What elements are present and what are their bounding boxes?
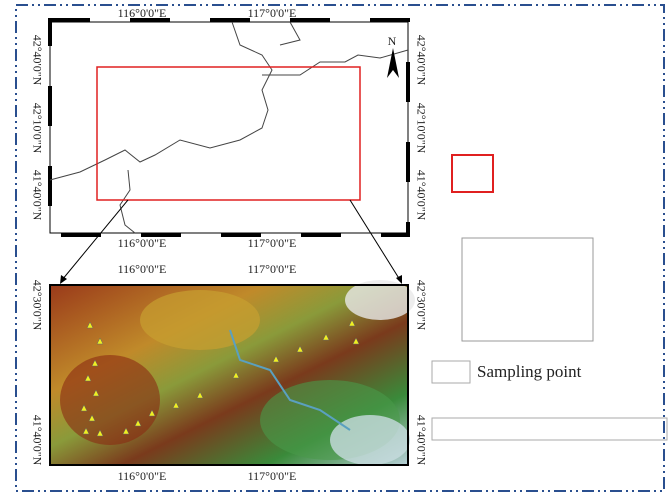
terrain-patch	[330, 415, 410, 465]
arrow-head	[396, 275, 402, 284]
overview-map: N 116°0'0"E 117°0'0"E 116°0'0"E 117°0'0"…	[30, 6, 428, 250]
study-area	[96, 66, 361, 201]
zoom-arrow	[349, 199, 401, 281]
zoom-arrow	[61, 199, 129, 281]
y-label: 41°40'0"N	[414, 415, 428, 466]
arrow-head	[60, 275, 67, 284]
x-label: 116°0'0"E	[118, 262, 167, 276]
boundary	[119, 169, 136, 234]
terrain-patch	[345, 280, 415, 320]
x-label: 117°0'0"E	[248, 262, 297, 276]
sampling-points	[80, 319, 360, 437]
terrain-patch	[60, 355, 160, 445]
y-label: 42°10'0"N	[414, 103, 428, 154]
x-label: 116°0'0"E	[118, 236, 167, 250]
y-label: 41°40'0"N	[30, 170, 44, 221]
legend-box	[431, 417, 668, 441]
x-label: 117°0'0"E	[248, 6, 297, 20]
boundary	[49, 21, 273, 181]
y-label: 41°40'0"N	[30, 415, 44, 466]
legend-symbol	[431, 360, 471, 384]
north-label: N	[388, 34, 397, 48]
boundary	[262, 49, 409, 76]
terrain-patch	[140, 290, 260, 350]
river	[229, 329, 351, 431]
y-label: 42°30'0"N	[30, 280, 44, 331]
map-frame	[49, 21, 409, 234]
y-label: 42°40'0"N	[414, 35, 428, 86]
x-label: 117°0'0"E	[248, 469, 297, 483]
y-label: 42°30'0"N	[414, 280, 428, 331]
y-label: 42°10'0"N	[30, 103, 44, 154]
frame	[15, 4, 665, 492]
legend-box	[461, 237, 594, 342]
legend-label: Sampling point	[477, 362, 582, 381]
x-label: 116°0'0"E	[118, 469, 167, 483]
map-frame	[49, 284, 409, 466]
y-label: 42°40'0"N	[30, 35, 44, 86]
x-label: 117°0'0"E	[248, 236, 297, 250]
y-label: 41°40'0"N	[414, 170, 428, 221]
north-arrow	[387, 48, 399, 78]
boundary	[279, 21, 301, 46]
neatline	[48, 18, 410, 237]
detail-map: 116°0'0"E 117°0'0"E 116°0'0"E 117°0'0"E …	[30, 262, 428, 483]
legend-study-area	[451, 154, 494, 193]
x-label: 116°0'0"E	[118, 6, 167, 20]
